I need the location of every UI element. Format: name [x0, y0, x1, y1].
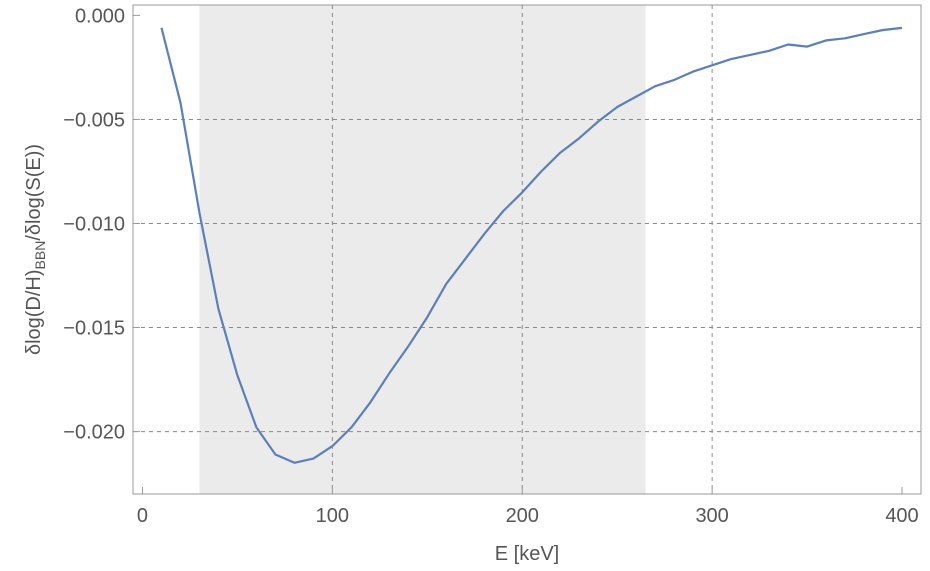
y-axis-title-main: δlog(D/H): [23, 269, 45, 355]
y-axis-title: δlog(D/H)BBN/δlog(S(E)): [23, 144, 48, 355]
plot-frame: [132, 4, 922, 495]
x-tick-label: 300: [695, 505, 728, 527]
x-tick-label: 400: [885, 505, 918, 527]
x-axis-title: E [keV]: [495, 543, 559, 565]
series-line: [160, 26, 903, 464]
gridlines: [133, 5, 921, 494]
shaded-region: [199, 5, 646, 494]
y-tick-label: −0.010: [63, 213, 125, 235]
y-axis-title-suffix: /δlog(S(E)): [23, 144, 45, 241]
y-tick-label: −0.005: [63, 109, 125, 131]
y-axis-title-subscript: BBN: [32, 241, 48, 270]
x-tick-label: 200: [506, 505, 539, 527]
x-tick-label: 0: [137, 505, 148, 527]
y-tick-label: 0.000: [75, 5, 125, 27]
x-tick-label: 100: [316, 505, 349, 527]
y-tick-label: −0.020: [63, 422, 125, 444]
axis-ticks: 0 100 200 300 400 0.000 −0.005 −0.010 −0.015 −0.0…: [63, 5, 918, 527]
series-layer: [160, 26, 903, 464]
shaded-region-layer: [199, 5, 646, 494]
y-tick-label: −0.015: [63, 318, 125, 340]
